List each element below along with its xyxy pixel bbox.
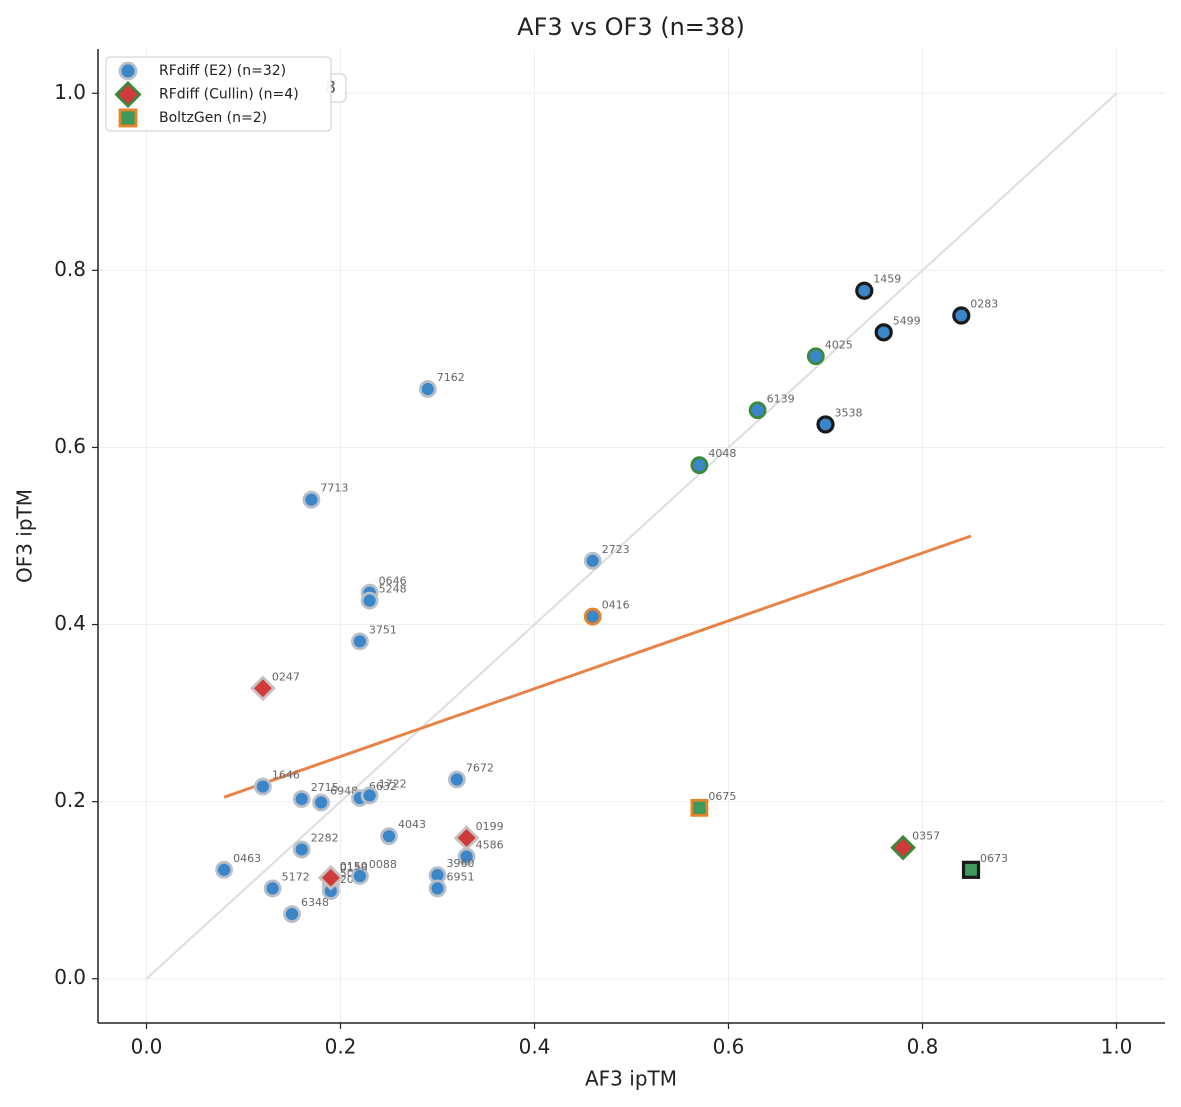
point-label: 1646 [272,769,300,782]
legend-marker [118,108,138,128]
point [690,456,709,475]
point [215,860,234,879]
point-label: 7713 [320,482,348,495]
point [350,632,369,651]
legend-label: RFdiff (E2) (n=32) [159,63,286,79]
point-label: 0357 [912,830,940,843]
point [690,798,709,817]
point [292,790,311,808]
trend-line [223,534,972,799]
x-tick-label: 1.0 [1101,1035,1133,1059]
legend: RFdiff (E2) (n=32) RFdiff (Cullin) (n=4) B… [105,56,332,132]
point-label: 6951 [447,870,475,883]
point [447,770,466,789]
point [350,867,369,885]
point-label: 2723 [602,543,630,556]
legend-marker [118,61,138,81]
legend-box [105,56,332,132]
point [292,840,311,859]
point-label: 0646 [379,575,407,588]
point [961,860,981,879]
point [360,786,379,805]
point [816,415,835,434]
point [317,864,344,891]
point-label: 7162 [437,371,465,384]
point-label: 4025 [825,338,853,351]
point-label: 6348 [301,896,329,909]
point-label: 1722 [379,777,407,790]
point [748,401,767,420]
point-label: 0416 [602,599,630,612]
legend-label: RFdiff (Cullin) (n=4) [159,87,299,103]
point [952,306,971,325]
y-tick-label: 0.2 [54,788,86,812]
point-label: 4048 [708,447,736,460]
diagonal-line [145,92,1118,980]
point [874,323,893,342]
point-label: 5248 [379,583,407,596]
point-label: 0673 [980,852,1008,865]
x-axis-label: AF3 ipTM [585,1067,677,1091]
point-label: 2715 [311,781,339,794]
point-label: 0675 [708,790,736,803]
point [583,551,602,570]
point-label: 6948 [330,785,358,798]
point-label: 5499 [893,314,921,327]
point-label: 0463 [233,852,261,865]
x-tick-label: 0.2 [325,1035,357,1059]
point [806,347,825,366]
point [250,675,276,702]
legend-label: BoltzGen (n=2) [159,110,267,126]
legend-marker [114,80,142,109]
y-tick-label: 0.4 [54,611,86,635]
point-label: 3751 [369,623,397,636]
point [302,490,321,509]
point-label: 4043 [398,818,426,831]
chart-title: AF3 vs OF3 (n=38) [517,13,745,41]
point [418,380,437,398]
point [263,879,282,898]
point-label: 1459 [873,273,901,286]
point-label: 0088 [369,858,397,871]
point [428,879,447,898]
y-tick-label: 0.8 [54,257,86,281]
point [360,591,379,610]
y-axis-label: OF3 ipTM [13,489,37,583]
point-label: 2282 [311,831,339,844]
point-label: 0150 [340,860,368,873]
x-tick-label: 0.4 [519,1035,551,1059]
point [312,793,331,812]
point-label: 4586 [476,839,504,852]
point-label: 0283 [970,298,998,311]
y-tick-label: 0.6 [54,434,86,458]
y-tick-label: 0.0 [54,965,86,989]
point [283,905,301,923]
point-label: 5172 [282,870,310,883]
point-label: 7672 [466,762,494,775]
x-tick-label: 0.8 [907,1035,939,1059]
point [583,607,602,626]
point [380,827,398,846]
point-label: 3538 [835,406,863,419]
point [890,834,916,861]
x-tick-label: 0.0 [131,1035,163,1059]
y-tick-label: 1.0 [54,80,86,104]
point-label: 6139 [767,392,795,405]
point [855,281,874,300]
point-label: 0247 [272,670,300,683]
point [453,825,480,851]
point [253,777,272,796]
point-label: 0199 [476,820,504,833]
x-tick-label: 0.6 [713,1035,745,1059]
point-label: 3960 [447,857,475,870]
